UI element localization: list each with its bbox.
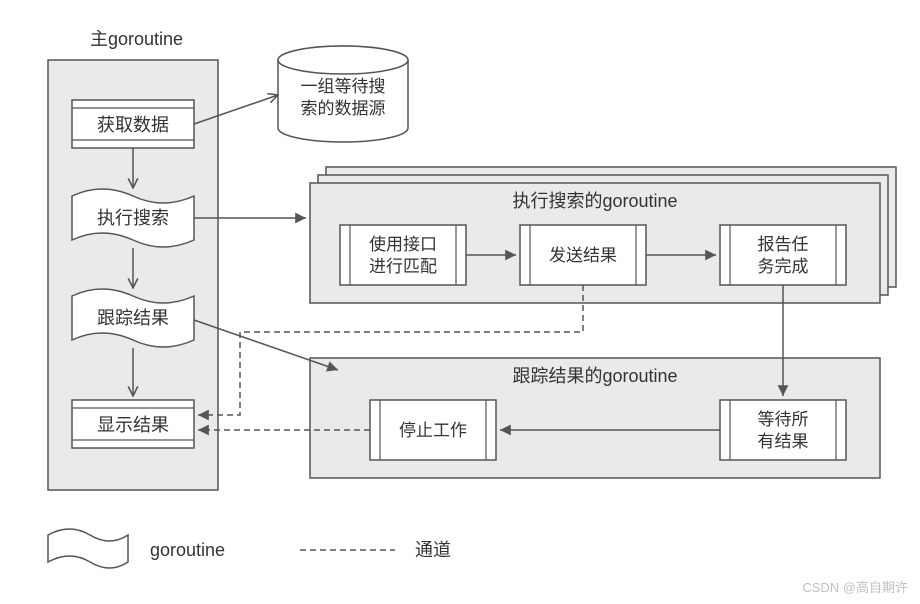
step-box-4: 显示结果 (72, 400, 194, 448)
search-panel-title: 执行搜索的goroutine (512, 191, 677, 211)
track-box-1: 停止工作 (370, 400, 496, 460)
cylinder-datasource: 一组等待搜 索的数据源 (278, 46, 408, 142)
flowchart-canvas: 主goroutine 一组等待搜 索的数据源 获取数据 执行搜索 跟踪结果 显示… (0, 0, 920, 604)
step-box-1: 获取数据 (72, 100, 194, 148)
search-box-1: 使用接口 进行匹配 (340, 225, 466, 285)
legend-flag-icon (48, 529, 128, 568)
track-b2-l1: 等待所 (758, 410, 809, 429)
search-b2-label: 发送结果 (549, 246, 617, 265)
step1-label: 获取数据 (97, 115, 169, 135)
search-box-2: 发送结果 (520, 225, 646, 285)
track-b1-label: 停止工作 (399, 421, 467, 440)
step2-label: 执行搜索 (97, 208, 169, 228)
search-b3-l1: 报告任 (758, 235, 809, 254)
cylinder-text-l1: 一组等待搜 (301, 77, 386, 96)
track-box-2: 等待所 有结果 (720, 400, 846, 460)
legend-channel-label: 通道 (415, 540, 451, 560)
search-b3-l2: 务完成 (758, 257, 809, 276)
step3-label: 跟踪结果 (97, 308, 169, 328)
legend-goroutine-label: goroutine (150, 540, 225, 560)
search-box-3: 报告任 务完成 (720, 225, 846, 285)
search-b1-l2: 进行匹配 (369, 257, 437, 276)
legend: goroutine 通道 (48, 529, 451, 568)
watermark: CSDN @高自期许 (802, 577, 908, 596)
main-panel-title: 主goroutine (90, 29, 183, 49)
track-panel-title: 跟踪结果的goroutine (512, 366, 677, 386)
track-b2-l2: 有结果 (758, 432, 809, 451)
cylinder-text-l2: 索的数据源 (301, 99, 386, 118)
step4-label: 显示结果 (97, 415, 169, 435)
search-b1-l1: 使用接口 (369, 234, 437, 254)
